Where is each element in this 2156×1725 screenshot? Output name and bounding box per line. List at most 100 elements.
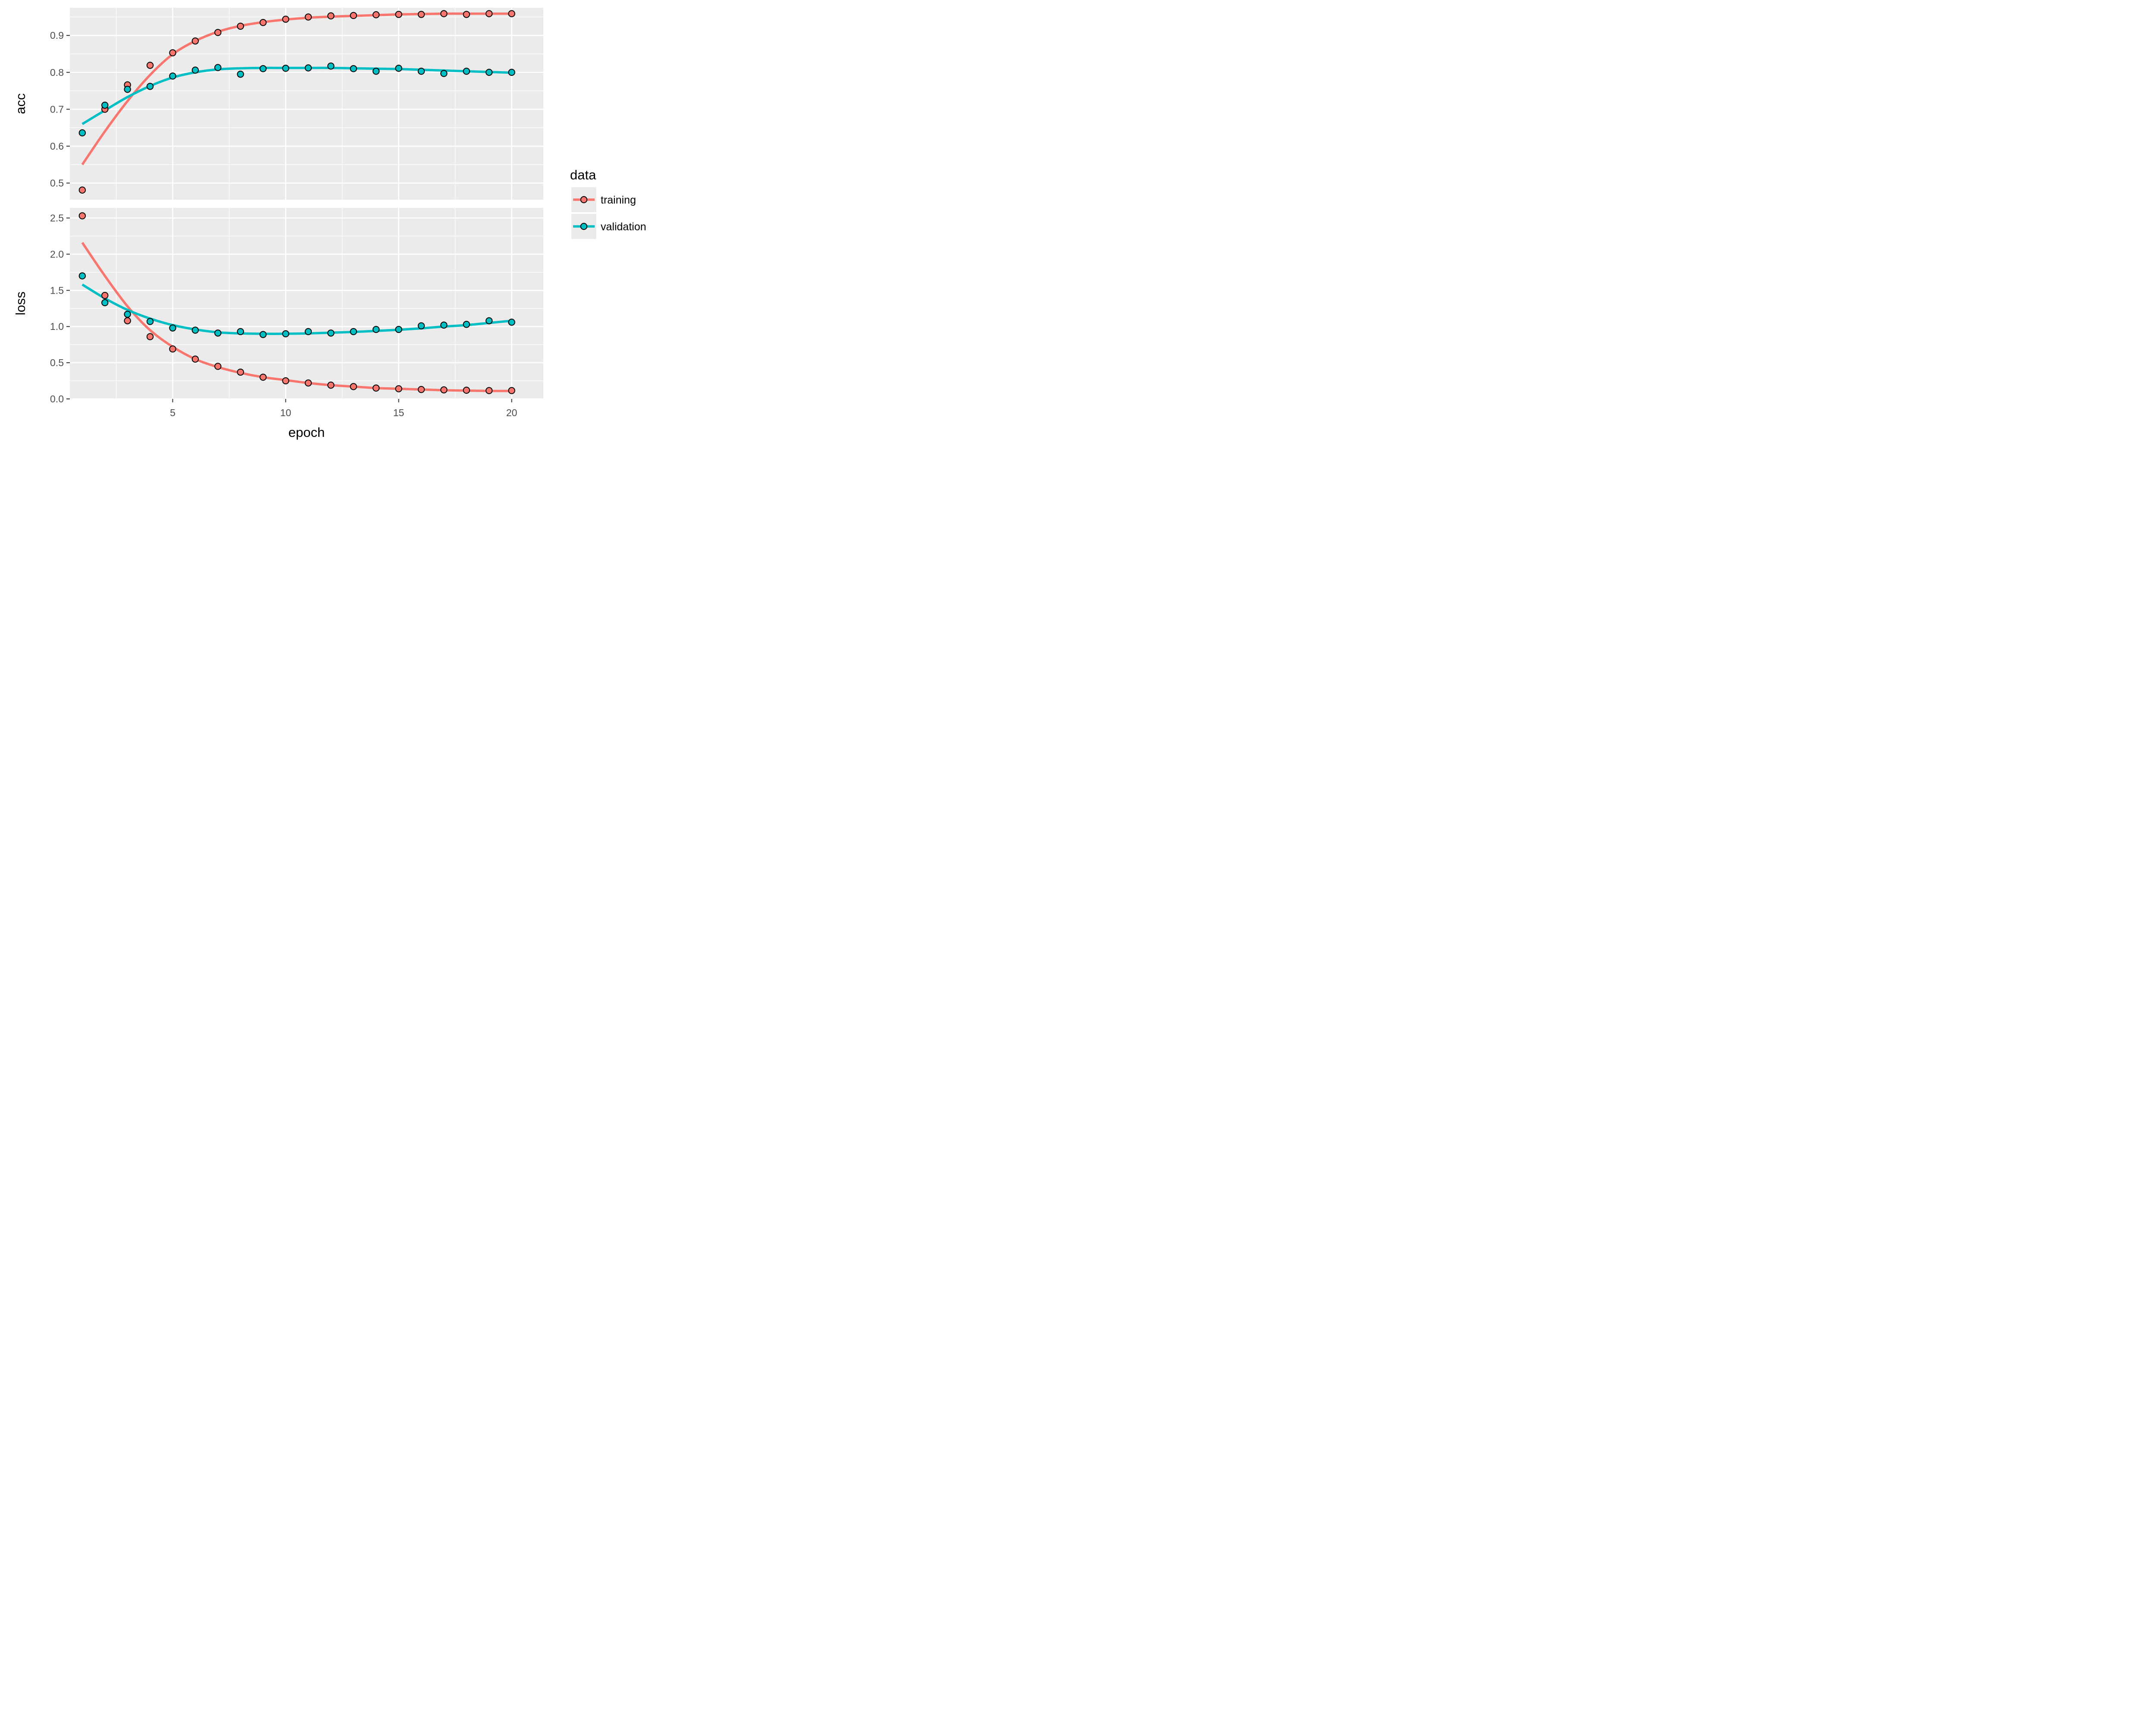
point-validation xyxy=(327,63,335,70)
legend-label-training: training xyxy=(601,194,636,206)
point-validation xyxy=(463,320,470,328)
y-tick-label: 2.5 xyxy=(50,212,64,223)
panel-acc: 0.5 0.6 0.7 0.8 0.9 acc xyxy=(13,8,543,200)
point-validation xyxy=(304,328,312,336)
panel-acc-series xyxy=(78,10,515,194)
point-training xyxy=(169,49,176,56)
point-training xyxy=(350,383,357,390)
legend-key-point-training xyxy=(580,196,588,204)
point-validation xyxy=(237,70,244,78)
point-training xyxy=(214,363,222,370)
point-training xyxy=(237,22,244,30)
point-validation xyxy=(417,322,425,329)
point-validation xyxy=(169,324,176,332)
point-validation xyxy=(237,328,244,336)
point-validation xyxy=(372,326,380,333)
panel-loss-gridlines xyxy=(70,208,543,400)
point-validation xyxy=(124,85,131,93)
panel-loss-series xyxy=(78,212,515,394)
point-validation xyxy=(350,328,357,336)
panel-acc-background xyxy=(70,8,543,200)
point-validation xyxy=(395,65,402,72)
point-validation xyxy=(214,329,222,337)
point-validation xyxy=(327,329,335,337)
y-tick-label: 2.0 xyxy=(50,248,64,260)
point-training xyxy=(372,11,380,19)
point-validation xyxy=(146,318,154,325)
point-training xyxy=(440,386,448,394)
y-tick-label: 0.0 xyxy=(50,393,64,405)
point-training xyxy=(395,11,402,18)
point-validation xyxy=(417,67,425,75)
point-training xyxy=(395,385,402,392)
panel-acc-y-axis-title: acc xyxy=(13,93,28,114)
y-tick-label: 0.5 xyxy=(50,357,64,368)
point-validation xyxy=(78,272,86,279)
x-tick-label: 5 xyxy=(170,407,175,418)
y-tick-label: 0.5 xyxy=(50,177,64,188)
point-training xyxy=(463,11,470,18)
point-validation xyxy=(350,65,357,72)
point-validation xyxy=(486,69,493,76)
point-training xyxy=(146,62,154,69)
x-axis-ticks: 5 10 15 20 xyxy=(170,399,517,418)
point-training xyxy=(191,37,199,45)
point-validation xyxy=(101,299,109,307)
y-tick-label: 0.8 xyxy=(50,67,64,78)
panel-loss-y-ticks: 0.0 0.5 1.0 1.5 2.0 2.5 xyxy=(50,212,70,405)
y-tick-label: 1.0 xyxy=(50,321,64,332)
legend-label-validation: validation xyxy=(601,221,646,233)
point-training xyxy=(259,19,267,26)
point-validation xyxy=(282,65,289,72)
point-validation xyxy=(508,318,515,326)
point-validation xyxy=(395,326,402,333)
point-training xyxy=(78,212,86,220)
point-validation xyxy=(146,83,154,90)
y-tick-label: 0.9 xyxy=(50,30,64,41)
point-training xyxy=(508,387,515,394)
panel-loss-background xyxy=(70,208,543,399)
legend-key-point-validation xyxy=(580,223,588,230)
point-training xyxy=(124,317,131,324)
y-tick-label: 0.6 xyxy=(50,141,64,152)
point-validation xyxy=(372,67,380,75)
point-training xyxy=(282,16,289,23)
x-tick-label: 10 xyxy=(280,407,291,418)
point-training xyxy=(146,333,154,340)
point-training xyxy=(191,355,199,363)
point-validation xyxy=(169,72,176,80)
panel-acc-y-ticks: 0.5 0.6 0.7 0.8 0.9 xyxy=(50,30,70,188)
point-training xyxy=(259,373,267,381)
point-training xyxy=(304,379,312,387)
point-training xyxy=(350,12,357,19)
point-validation xyxy=(259,331,267,338)
point-training xyxy=(169,345,176,353)
x-tick-label: 20 xyxy=(506,407,517,418)
point-training xyxy=(463,386,470,394)
point-training xyxy=(417,386,425,393)
point-validation xyxy=(191,326,199,334)
point-training xyxy=(372,384,380,392)
point-training xyxy=(486,10,493,17)
point-training xyxy=(327,381,335,389)
point-training xyxy=(282,377,289,385)
point-validation xyxy=(282,330,289,338)
point-training xyxy=(237,368,244,376)
point-validation xyxy=(486,317,493,324)
point-training xyxy=(214,29,222,36)
panel-loss-y-axis-title: loss xyxy=(13,292,28,315)
point-validation xyxy=(214,64,222,71)
point-training xyxy=(440,10,448,17)
point-validation xyxy=(101,101,109,109)
point-validation xyxy=(259,65,267,72)
y-tick-label: 0.7 xyxy=(50,104,64,115)
point-validation xyxy=(78,129,86,137)
x-axis-title: epoch xyxy=(288,425,325,440)
legend: data training validation xyxy=(570,167,646,239)
point-training xyxy=(486,387,493,394)
point-validation xyxy=(440,70,448,77)
panel-loss: 0.0 0.5 1.0 1.5 2.0 2.5 loss xyxy=(13,208,543,405)
point-validation xyxy=(463,67,470,75)
point-training xyxy=(101,292,109,299)
point-training xyxy=(508,10,515,17)
